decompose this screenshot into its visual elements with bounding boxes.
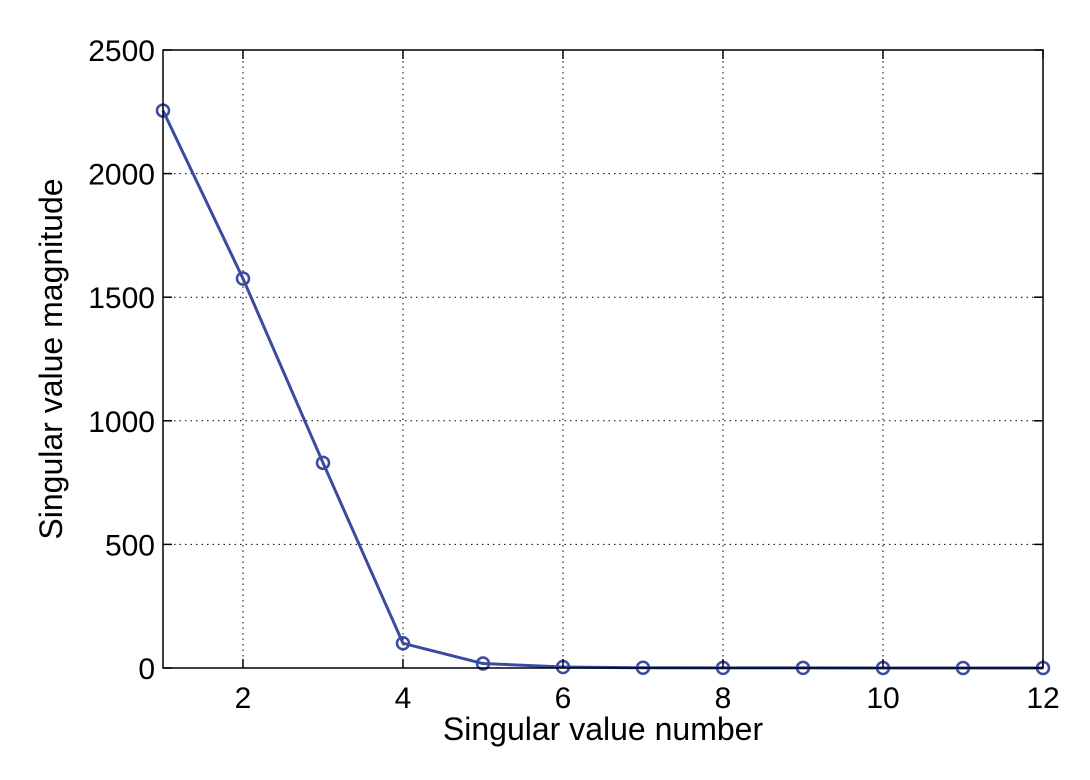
data-point [235,271,251,286]
y-axis-label: Singular value magnitude [33,178,69,539]
grid-lines [163,50,1043,668]
y-tick-label: 1500 [88,282,155,315]
x-tick-label: 8 [715,682,732,715]
y-axis-ticks: 0 500 1000 1500 2000 2500 [88,35,1043,686]
x-tick-label: 2 [235,682,252,715]
x-axis-ticks: 2 4 6 8 10 12 [235,50,1060,715]
x-tick-label: 4 [395,682,412,715]
x-axis-label: Singular value number [443,711,764,747]
data-point [395,636,411,651]
x-tick-label: 12 [1026,682,1059,715]
y-tick-label: 2500 [88,35,155,68]
y-tick-label: 1000 [88,406,155,439]
y-tick-label: 0 [138,653,155,686]
data-point [475,656,491,671]
plot-frame [162,49,1044,669]
data-point [315,455,331,471]
x-tick-label: 6 [555,682,572,715]
plot-background [163,50,1043,668]
y-tick-label: 2000 [88,159,155,192]
y-tick-label: 500 [105,529,155,562]
x-tick-label: 10 [866,682,899,715]
